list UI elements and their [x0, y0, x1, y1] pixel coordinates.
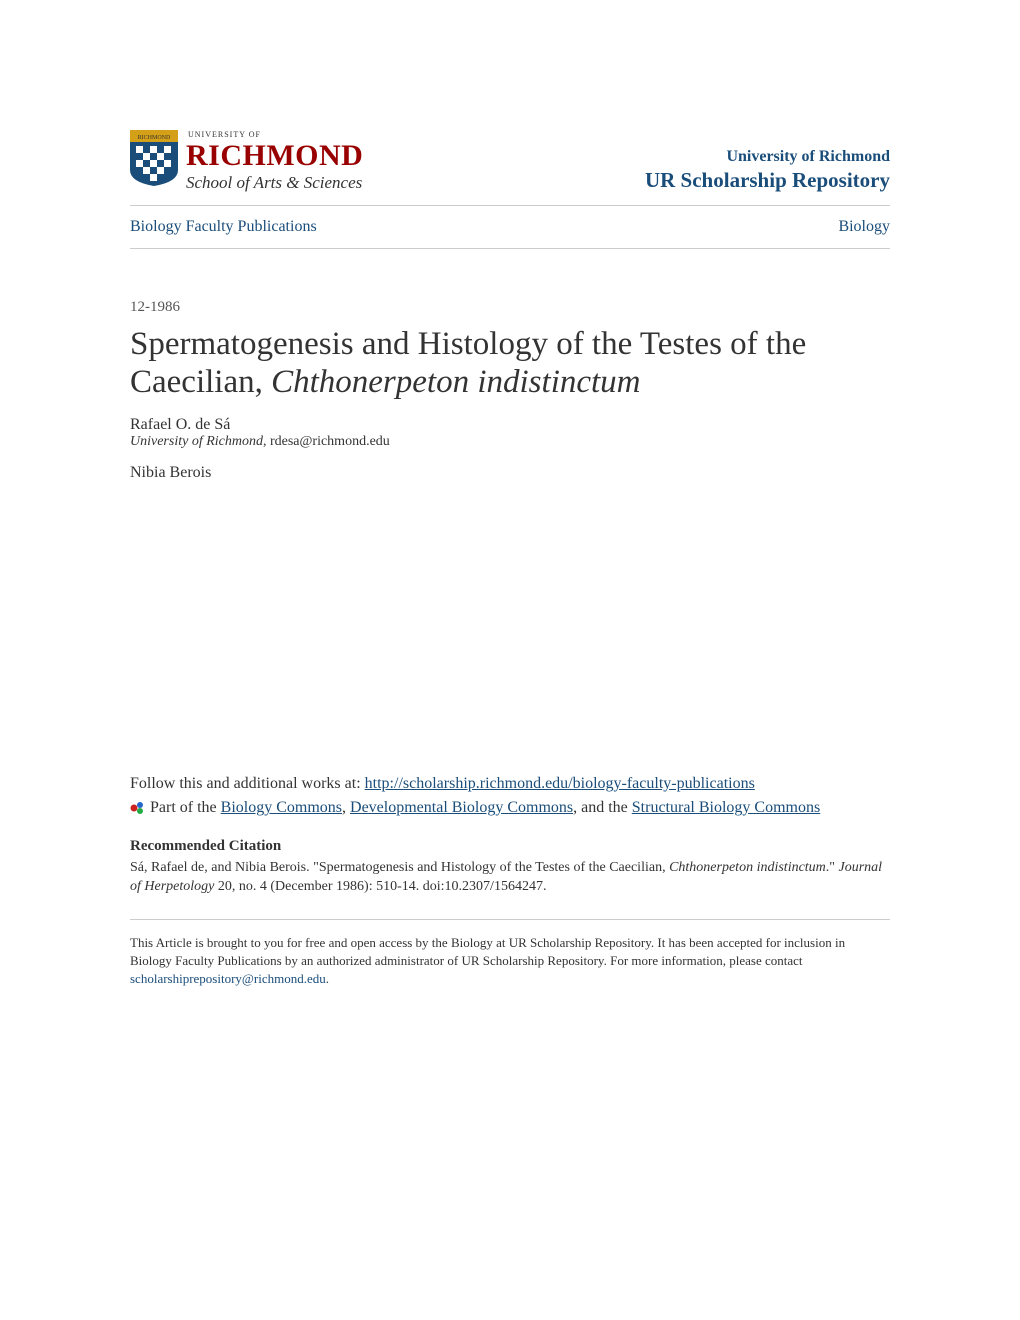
footer-part2: . [326, 971, 329, 986]
commons-link-2[interactable]: Developmental Biology Commons [350, 799, 573, 816]
divider-top [130, 205, 890, 206]
citation-text: Sá, Rafael de, and Nibia Berois. "Sperma… [130, 859, 890, 897]
follow-line: Follow this and additional works at: htt… [130, 772, 890, 796]
author-affil-rest-1: , rdesa@richmond.edu [263, 434, 390, 449]
sep2: , and the [573, 799, 632, 816]
svg-text:RICHMOND: RICHMOND [138, 135, 171, 141]
citation-italic1: Chthonerpeton indistinctum [669, 860, 826, 875]
part-of-line: Part of the Biology Commons, Development… [130, 796, 890, 820]
logo-text-block: UNIVERSITY OF RICHMOND School of Arts & … [186, 130, 363, 193]
breadcrumb: Biology Faculty Publications Biology [130, 218, 890, 236]
citation-part3: 20, no. 4 (December 1986): 510-14. doi:1… [214, 879, 546, 894]
author-name-1: Rafael O. de Sá [130, 416, 890, 434]
logo-block: RICHMOND UNIVERSITY OF [130, 130, 363, 193]
logo-school-line: School of Arts & Sciences [186, 173, 363, 193]
publication-date: 12-1986 [130, 299, 890, 316]
citation-part2: ." [826, 860, 839, 875]
commons-link-1[interactable]: Biology Commons [221, 799, 342, 816]
divider-breadcrumb [130, 248, 890, 249]
repository-name-link[interactable]: UR Scholarship Repository [645, 168, 890, 192]
author-block-2: Nibia Berois [130, 464, 890, 482]
follow-prefix: Follow this and additional works at: [130, 775, 365, 792]
author-affiliation-1: University of Richmond, rdesa@richmond.e… [130, 434, 890, 450]
footer-text: This Article is brought to you for free … [130, 934, 890, 989]
part-of-prefix: Part of the [150, 799, 221, 816]
author-affil-italic-1: University of Richmond [130, 434, 263, 449]
footer-contact-link[interactable]: scholarshiprepository@richmond.edu [130, 971, 326, 986]
follow-section: Follow this and additional works at: htt… [130, 772, 890, 820]
footer-part1: This Article is brought to you for free … [130, 935, 845, 968]
breadcrumb-right-link[interactable]: Biology [838, 218, 890, 236]
breadcrumb-left-link[interactable]: Biology Faculty Publications [130, 218, 317, 236]
logo-large-text: RICHMOND [186, 141, 363, 171]
author-name-2: Nibia Berois [130, 464, 890, 482]
sep1: , [342, 799, 350, 816]
university-logo: RICHMOND UNIVERSITY OF [130, 130, 363, 193]
university-name: University of Richmond [645, 148, 890, 166]
citation-section: Recommended Citation Sá, Rafael de, and … [130, 838, 890, 897]
network-icon [130, 801, 146, 815]
header-section: RICHMOND UNIVERSITY OF [130, 130, 890, 193]
footer-divider [130, 919, 890, 920]
shield-icon: RICHMOND [130, 130, 178, 186]
paper-title-italic: Chthonerpeton indistinctum [271, 364, 640, 400]
repository-block: University of Richmond UR Scholarship Re… [645, 148, 890, 193]
citation-part1: Sá, Rafael de, and Nibia Berois. "Sperma… [130, 860, 669, 875]
paper-title: Spermatogenesis and Histology of the Tes… [130, 326, 890, 402]
commons-link-3[interactable]: Structural Biology Commons [632, 799, 820, 816]
citation-heading: Recommended Citation [130, 838, 890, 855]
follow-main-link[interactable]: http://scholarship.richmond.edu/biology-… [365, 775, 755, 792]
logo-small-text: UNIVERSITY OF [188, 130, 363, 139]
author-block-1: Rafael O. de Sá University of Richmond, … [130, 416, 890, 450]
